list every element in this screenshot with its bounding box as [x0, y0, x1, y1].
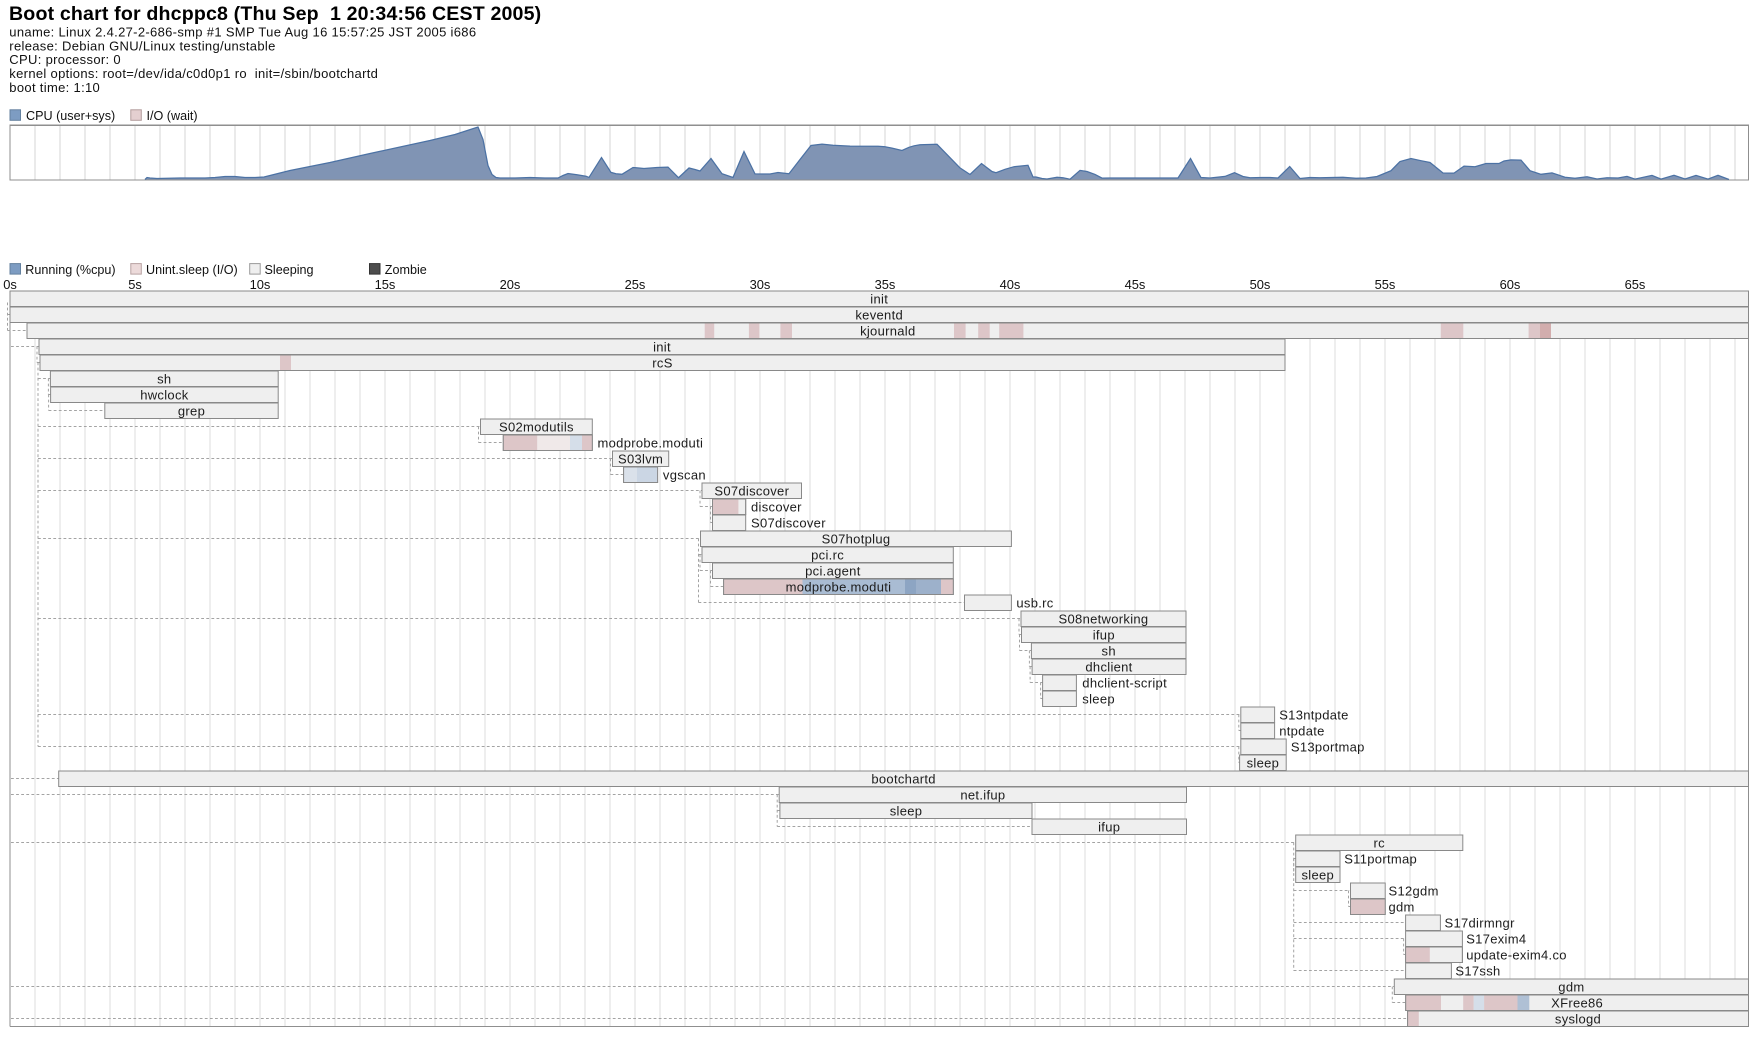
- svg-text:dhclient-script: dhclient-script: [1082, 676, 1167, 691]
- svg-text:S17dirmngr: S17dirmngr: [1445, 916, 1516, 931]
- svg-text:kjournald: kjournald: [860, 324, 915, 339]
- svg-text:discover: discover: [751, 500, 802, 515]
- svg-text:ifup: ifup: [1098, 820, 1120, 835]
- svg-text:bootchartd: bootchartd: [871, 772, 935, 787]
- svg-text:S07hotplug: S07hotplug: [822, 532, 891, 547]
- svg-text:sh: sh: [157, 372, 171, 387]
- svg-text:CPU: processor: 0: CPU: processor: 0: [9, 52, 121, 67]
- svg-text:S17ssh: S17ssh: [1455, 964, 1500, 979]
- svg-text:uname: Linux 2.4.27-2-686-smp: uname: Linux 2.4.27-2-686-smp #1 SMP Tue…: [9, 24, 476, 39]
- svg-text:S07discover: S07discover: [751, 516, 826, 531]
- svg-text:20s: 20s: [500, 277, 521, 292]
- svg-text:S08networking: S08networking: [1059, 612, 1149, 627]
- svg-text:sleep: sleep: [1082, 692, 1115, 707]
- svg-text:S02modutils: S02modutils: [499, 420, 574, 435]
- svg-text:Running (%cpu): Running (%cpu): [25, 263, 115, 277]
- svg-text:release: Debian GNU/Linux test: release: Debian GNU/Linux testing/unstab…: [9, 38, 275, 53]
- svg-text:25s: 25s: [625, 277, 646, 292]
- svg-text:sh: sh: [1102, 644, 1116, 659]
- svg-text:45s: 45s: [1125, 277, 1146, 292]
- svg-text:vgscan: vgscan: [663, 468, 706, 483]
- svg-text:Boot chart for dhcppc8 (Thu Se: Boot chart for dhcppc8 (Thu Sep 1 20:34:…: [9, 3, 541, 25]
- svg-text:CPU (user+sys): CPU (user+sys): [26, 109, 115, 123]
- svg-text:ntpdate: ntpdate: [1279, 724, 1324, 739]
- svg-text:modprobe.moduti: modprobe.moduti: [598, 436, 704, 451]
- svg-text:gdm: gdm: [1389, 900, 1415, 915]
- svg-text:sleep: sleep: [890, 804, 923, 819]
- svg-text:S12gdm: S12gdm: [1389, 884, 1439, 899]
- svg-text:rcS: rcS: [652, 356, 672, 371]
- svg-text:sleep: sleep: [1247, 756, 1280, 771]
- svg-text:pci.rc: pci.rc: [811, 548, 844, 563]
- svg-text:30s: 30s: [750, 277, 771, 292]
- svg-text:update-exim4.co: update-exim4.co: [1466, 948, 1567, 963]
- svg-text:10s: 10s: [250, 277, 271, 292]
- svg-text:S13ntpdate: S13ntpdate: [1279, 708, 1349, 723]
- svg-text:init: init: [653, 340, 671, 355]
- svg-text:dhclient: dhclient: [1085, 660, 1132, 675]
- svg-text:boot time: 1:10: boot time: 1:10: [9, 80, 100, 95]
- svg-text:60s: 60s: [1500, 277, 1521, 292]
- svg-text:15s: 15s: [375, 277, 396, 292]
- svg-text:50s: 50s: [1250, 277, 1271, 292]
- svg-text:pci.agent: pci.agent: [805, 564, 861, 579]
- svg-text:Sleeping: Sleeping: [265, 263, 314, 277]
- svg-text:35s: 35s: [875, 277, 896, 292]
- svg-text:XFree86: XFree86: [1551, 996, 1603, 1011]
- svg-text:hwclock: hwclock: [140, 388, 189, 403]
- svg-text:modprobe.moduti: modprobe.moduti: [786, 580, 892, 595]
- svg-text:I/O (wait): I/O (wait): [147, 109, 198, 123]
- svg-text:grep: grep: [178, 404, 205, 419]
- svg-text:S13portmap: S13portmap: [1291, 740, 1365, 755]
- svg-text:5s: 5s: [128, 277, 142, 292]
- svg-text:Unint.sleep (I/O): Unint.sleep (I/O): [146, 263, 238, 277]
- svg-text:40s: 40s: [1000, 277, 1021, 292]
- svg-text:net.ifup: net.ifup: [960, 788, 1005, 803]
- svg-text:gdm: gdm: [1558, 980, 1584, 995]
- svg-text:55s: 55s: [1375, 277, 1396, 292]
- svg-text:keventd: keventd: [855, 308, 903, 323]
- svg-text:rc: rc: [1373, 836, 1385, 851]
- svg-text:S03lvm: S03lvm: [618, 452, 663, 467]
- svg-text:65s: 65s: [1625, 277, 1646, 292]
- svg-text:usb.rc: usb.rc: [1016, 596, 1053, 611]
- svg-text:syslogd: syslogd: [1555, 1012, 1601, 1027]
- svg-text:ifup: ifup: [1093, 628, 1115, 643]
- svg-text:kernel options: root=/dev/ida/: kernel options: root=/dev/ida/c0d0p1 ro …: [9, 66, 378, 81]
- svg-text:S11portmap: S11portmap: [1344, 852, 1417, 867]
- svg-text:Zombie: Zombie: [385, 263, 427, 277]
- svg-text:init: init: [870, 292, 888, 307]
- svg-text:0s: 0s: [3, 277, 17, 292]
- svg-text:S17exim4: S17exim4: [1466, 932, 1526, 947]
- svg-text:S07discover: S07discover: [714, 484, 789, 499]
- svg-text:sleep: sleep: [1302, 868, 1335, 883]
